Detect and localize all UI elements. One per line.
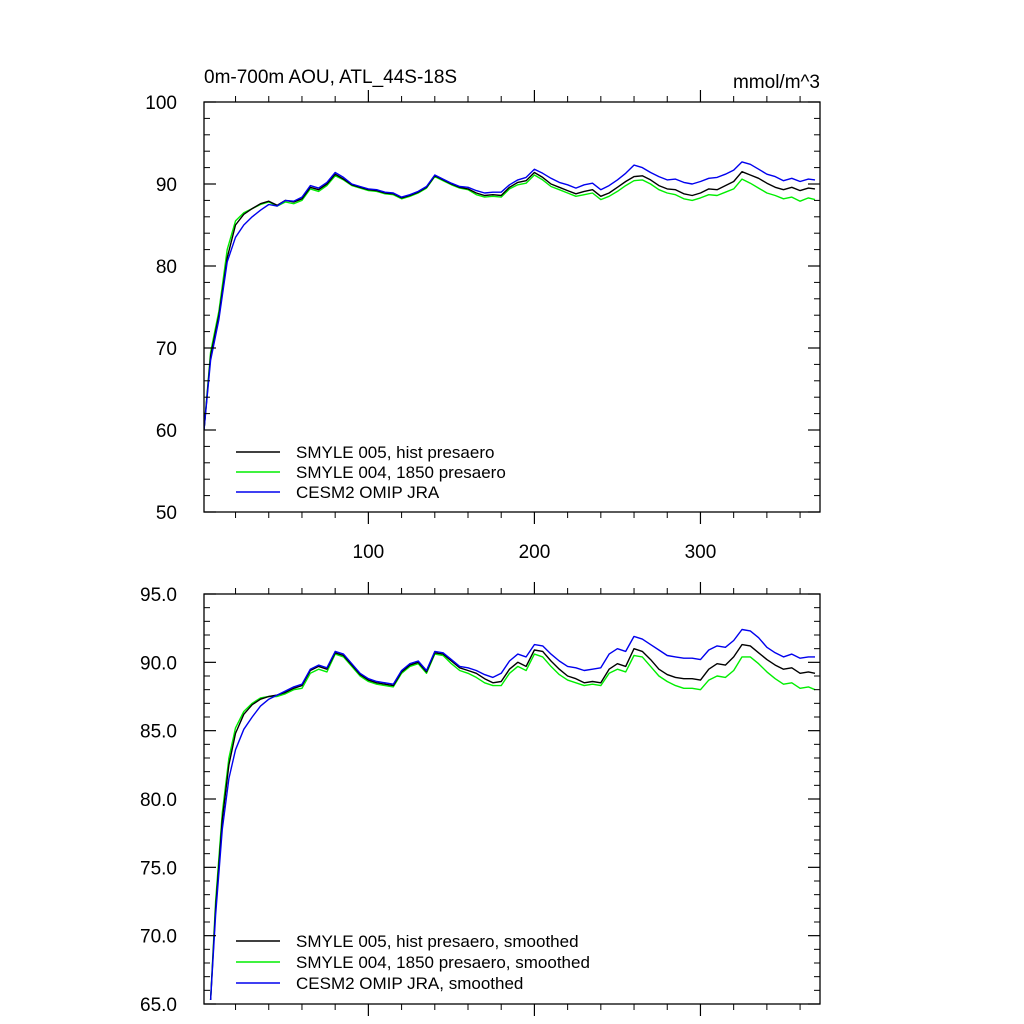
bottom-series-line-2: [209, 628, 815, 1000]
top-series-line-1: [204, 174, 816, 431]
top-legend: SMYLE 005, hist presaero SMYLE 004, 1850…: [236, 443, 506, 502]
top-series-line-2: [204, 161, 816, 431]
bottom-y-tick-label-4: 85.0: [140, 722, 177, 743]
bottom-y-tick-label-0: 65.0: [140, 995, 177, 1016]
top-legend-label-2: CESM2 OMIP JRA: [296, 483, 440, 502]
top-series-group: [204, 161, 816, 431]
bottom-legend-label-1: SMYLE 004, 1850 presaero, smoothed: [296, 953, 590, 972]
bottom-legend-label-2: CESM2 OMIP JRA, smoothed: [296, 974, 523, 993]
top-chart-units: mmol/m^3: [733, 72, 820, 93]
top-axis-ticks: 50 60 70 80 90 100 100 200 300: [145, 90, 820, 563]
top-series-line-0: [204, 171, 816, 431]
top-y-tick-label-4: 90: [156, 175, 177, 196]
bottom-series-line-1: [209, 653, 816, 1000]
bottom-series-group: [209, 628, 816, 1000]
top-x-tick-label-1: 200: [519, 542, 551, 563]
bottom-plot-frame: [203, 593, 821, 1005]
bottom-y-tick-label-1: 70.0: [140, 927, 177, 948]
top-legend-label-0: SMYLE 005, hist presaero: [296, 443, 494, 462]
top-plot-frame: [203, 101, 821, 513]
top-y-tick-label-5: 100: [145, 93, 177, 114]
top-y-tick-label-1: 60: [156, 421, 177, 442]
top-y-tick-label-2: 70: [156, 339, 177, 360]
bottom-axis-ticks: 65.0 70.0 75.0 80.0 85.0 90.0 95.0: [140, 582, 820, 1016]
top-x-tick-label-2: 300: [685, 542, 717, 563]
bottom-legend-label-0: SMYLE 005, hist presaero, smoothed: [296, 932, 579, 951]
bottom-chart-panel: 65.0 70.0 75.0 80.0 85.0 90.0 95.0 SMYLE 005, …: [140, 582, 821, 1016]
top-x-tick-label-0: 100: [353, 542, 385, 563]
top-legend-label-1: SMYLE 004, 1850 presaero: [296, 463, 506, 482]
top-chart-title: 0m-700m AOU, ATL_44S-18S: [204, 67, 457, 88]
bottom-y-tick-label-6: 95.0: [140, 585, 177, 606]
bottom-y-tick-label-3: 80.0: [140, 790, 177, 811]
top-chart-panel: 0m-700m AOU, ATL_44S-18S mmol/m^3 50 60 70…: [145, 67, 821, 563]
bottom-y-tick-label-2: 75.0: [140, 858, 177, 879]
bottom-legend: SMYLE 005, hist presaero, smoothed SMYLE…: [236, 932, 590, 993]
bottom-y-tick-label-5: 90.0: [140, 653, 177, 674]
top-y-tick-label-0: 50: [156, 503, 177, 524]
top-y-tick-label-3: 80: [156, 257, 177, 278]
